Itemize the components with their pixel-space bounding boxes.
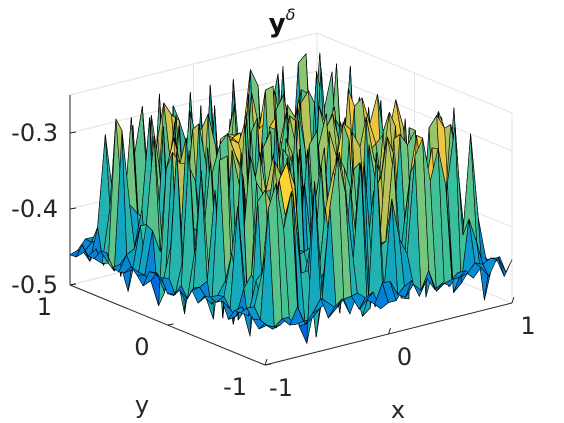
x-tick-label: 1 — [520, 312, 535, 340]
surface-patch — [497, 257, 513, 277]
y-tick-label: 0 — [134, 333, 149, 361]
y-axis-label: y — [135, 391, 149, 419]
y-tick-label: 1 — [37, 293, 52, 321]
y-tick-mark — [69, 283, 77, 286]
x-tick-mark — [388, 327, 391, 335]
z-tick-label: -0.3 — [11, 119, 58, 147]
z-tick-label: -0.4 — [11, 195, 58, 223]
surface-mesh — [69, 52, 513, 344]
z-tick-label: -0.5 — [11, 271, 58, 299]
x-tick-label: -1 — [269, 374, 293, 402]
y-tick-mark — [264, 363, 272, 366]
z-tick-mark — [69, 207, 77, 210]
tick-labels: -0.5 -0.4 -0.3 -1 0 1 -1 0 1 — [11, 119, 535, 402]
z-tick-mark — [69, 131, 77, 134]
y-tick-label: -1 — [223, 373, 247, 401]
x-tick-mark — [264, 358, 268, 366]
x-axis-label: x — [391, 396, 405, 423]
x-tick-mark — [511, 296, 515, 304]
chart-title: yδ — [269, 5, 296, 39]
x-tick-label: 0 — [397, 343, 412, 371]
axes — [69, 95, 515, 366]
y-tick-mark — [167, 323, 174, 326]
